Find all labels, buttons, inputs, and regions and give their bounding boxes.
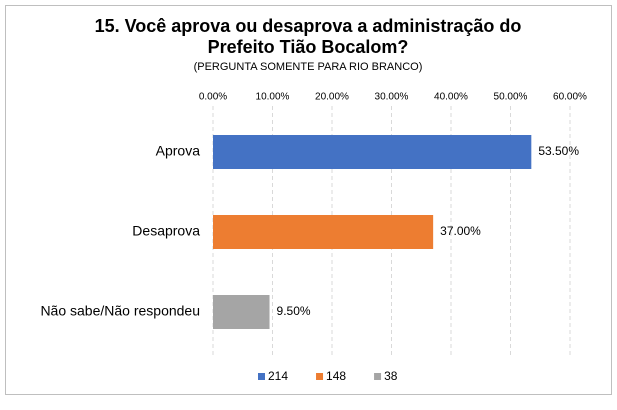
data-label: 53.50% xyxy=(538,144,579,158)
x-tick-label: 0.00% xyxy=(199,92,227,103)
x-tick-label: 40.00% xyxy=(434,92,468,103)
legend-swatch xyxy=(316,373,324,380)
legend-label: 214 xyxy=(268,369,288,383)
y-tick-label: Aprova xyxy=(156,143,201,159)
legend-label: 38 xyxy=(384,369,398,383)
y-tick-label: Não sabe/Não respondeu xyxy=(40,303,200,319)
data-label: 37.00% xyxy=(440,224,481,238)
x-tick-label: 10.00% xyxy=(256,92,290,103)
y-tick-label: Desaprova xyxy=(132,223,200,239)
bar xyxy=(213,295,270,329)
x-tick-label: 20.00% xyxy=(315,92,349,103)
x-tick-label: 50.00% xyxy=(494,92,528,103)
bar xyxy=(213,215,434,249)
x-tick-label: 60.00% xyxy=(553,92,587,103)
legend-swatch xyxy=(258,373,265,380)
chart-subtitle: (PERGUNTA SOMENTE PARA RIO BRANCO) xyxy=(194,61,423,73)
chart-title: 15. Você aprova ou desaprova a administr… xyxy=(95,16,522,36)
legend-label: 148 xyxy=(326,369,346,383)
x-tick-label: 30.00% xyxy=(375,92,409,103)
legend-swatch xyxy=(374,373,382,380)
chart-title: Prefeito Tião Bocalom? xyxy=(208,37,409,57)
data-label: 9.50% xyxy=(277,304,311,318)
bar xyxy=(213,135,532,169)
